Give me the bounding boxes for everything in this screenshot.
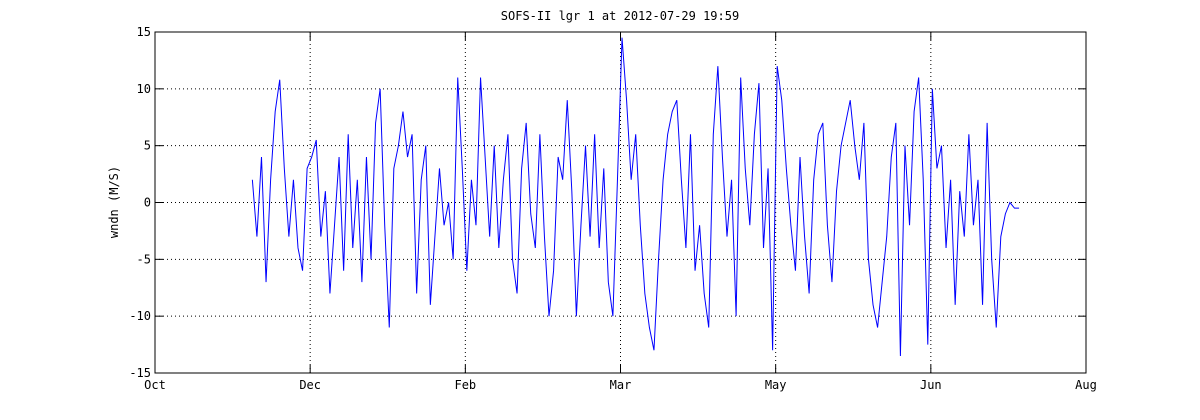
x-tick-label: Mar [610, 378, 632, 392]
axes-box [154, 31, 1087, 374]
y-axis-label: wndn (M/S) [107, 166, 121, 238]
y-tick-label: 0 [144, 196, 151, 210]
x-tick-label: Aug [1075, 378, 1097, 392]
chart-title: SOFS-II lgr 1 at 2012-07-29 19:59 [501, 9, 739, 23]
x-tick-label: May [765, 378, 787, 392]
y-tick-label: 15 [137, 25, 151, 39]
y-tick-label: 5 [144, 139, 151, 153]
x-tick-label: Jun [920, 378, 942, 392]
x-tick-label: Oct [144, 378, 166, 392]
x-tick-label: Dec [299, 378, 321, 392]
y-tick-label: 10 [137, 82, 151, 96]
data-line [251, 37, 1020, 356]
y-tick-label: -10 [129, 309, 151, 323]
x-tick-label: Feb [454, 378, 476, 392]
y-tick-label: -15 [129, 366, 151, 380]
y-tick-label: -5 [137, 252, 151, 266]
